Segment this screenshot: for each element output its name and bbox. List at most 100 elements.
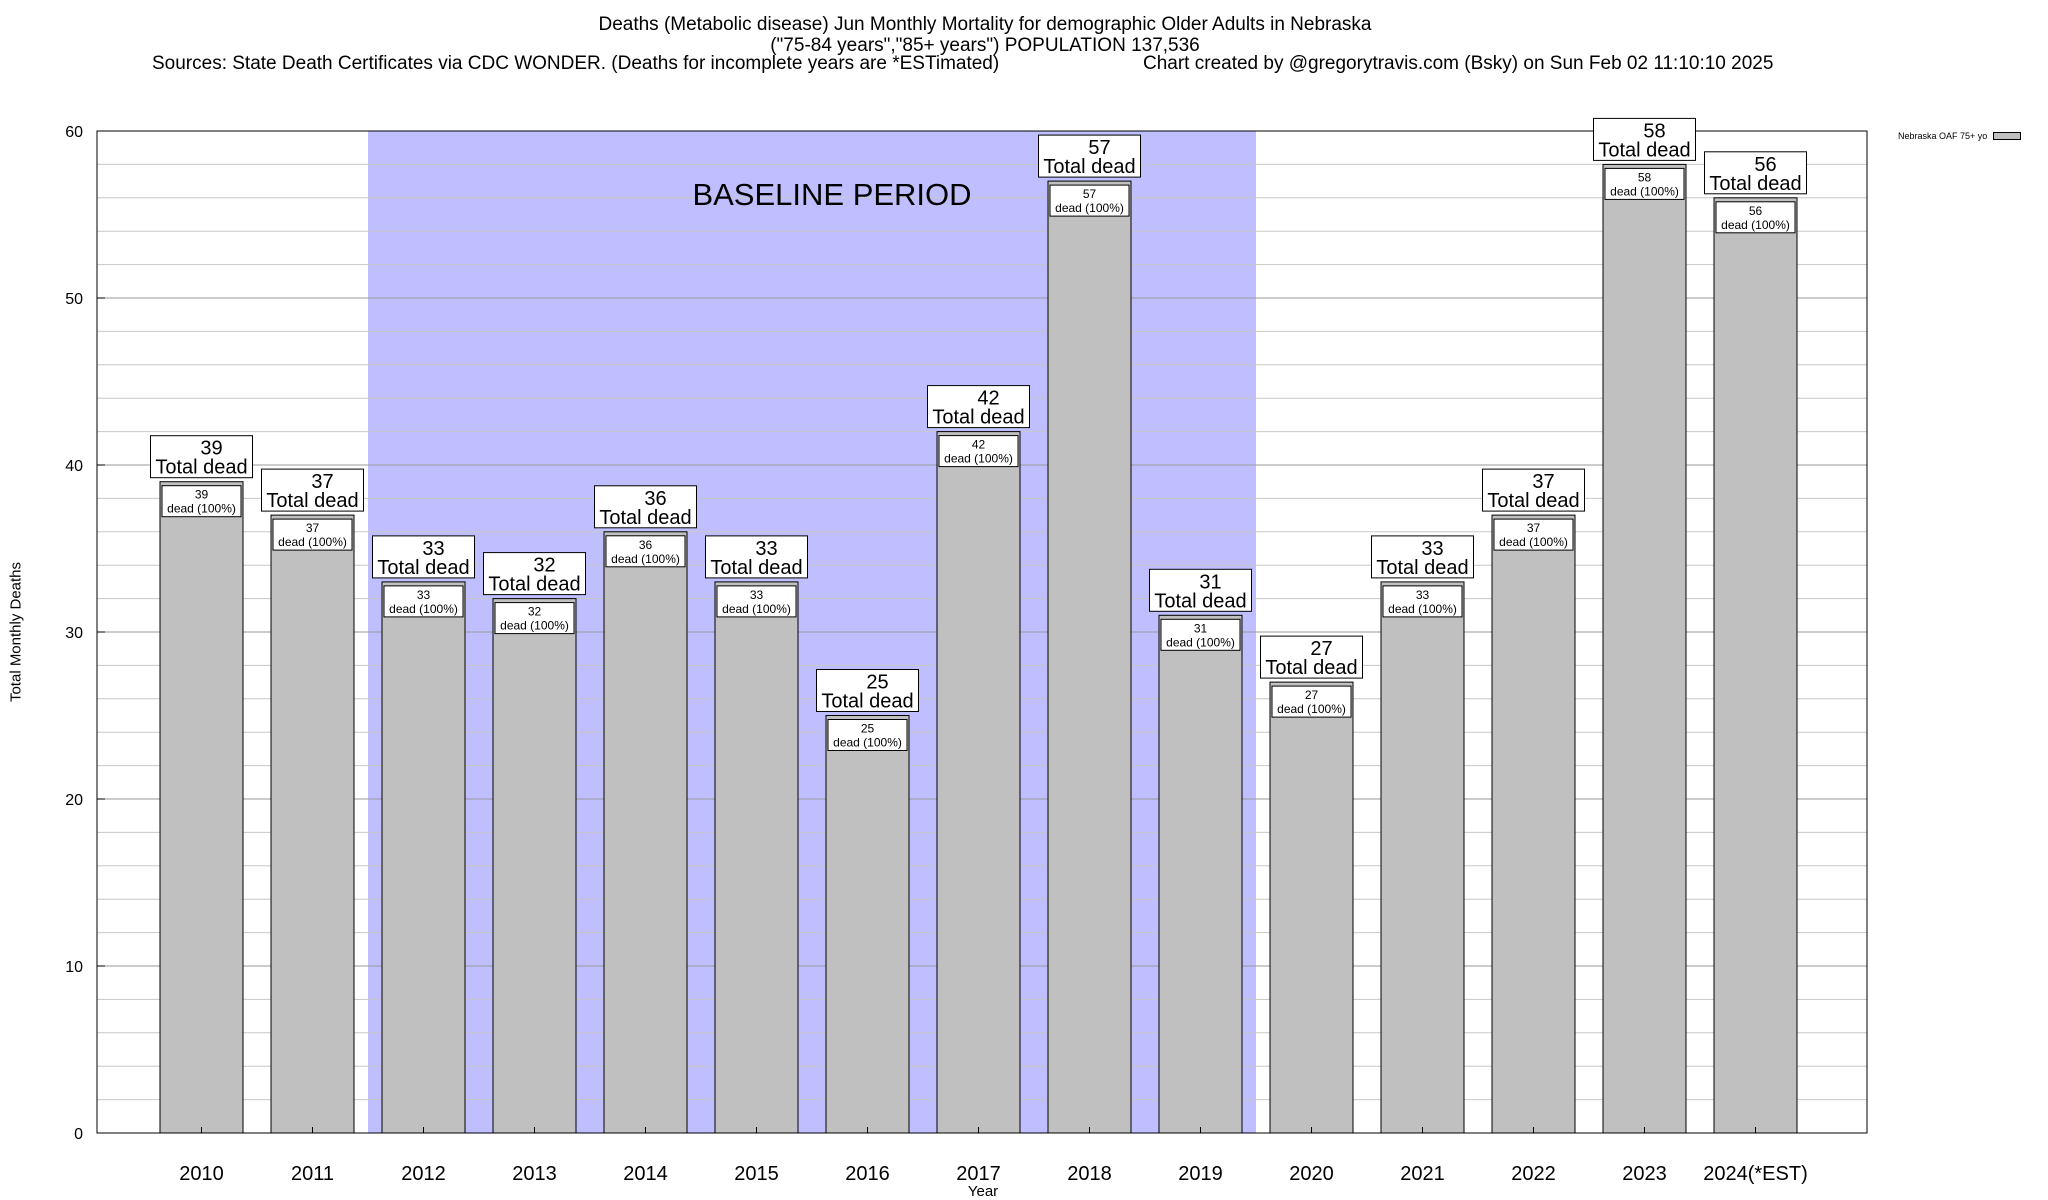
- bar-top-label-box: [1704, 151, 1807, 195]
- legend-swatch: [1993, 132, 2022, 140]
- sources-note: Sources: State Death Certificates via CD…: [152, 53, 1000, 74]
- bar-inner-label-box: [1382, 585, 1463, 618]
- bar-inner-percent: dead (100%): [1277, 702, 1346, 716]
- bar-inner-percent: dead (100%): [1499, 535, 1568, 549]
- bar-inner-percent: dead (100%): [500, 619, 569, 633]
- bar: [1491, 514, 1576, 1134]
- bar-top-value: 32: [533, 555, 555, 577]
- bar-inner-value: 33: [750, 588, 764, 602]
- bar-top-label-box: [816, 669, 919, 712]
- bar-top-total-label: Total dead: [1376, 557, 1468, 579]
- bar: [825, 715, 910, 1134]
- bar-inner-percent: dead (100%): [611, 552, 680, 566]
- bar-top-value: 27: [1310, 638, 1332, 660]
- bar-top-label-box: [372, 535, 475, 579]
- bar-inner-value: 31: [1194, 621, 1208, 635]
- x-tick-label: 2022: [1511, 1163, 1556, 1185]
- bar-inner-value: 32: [528, 605, 542, 619]
- y-tick-label: 30: [65, 625, 83, 642]
- bar: [1602, 163, 1687, 1134]
- bar-top-total-label: Total dead: [155, 457, 247, 479]
- legend-label: Nebraska OAF 75+ yo: [1898, 131, 1988, 141]
- bar-inner-label-box: [494, 602, 575, 635]
- bar: [1047, 180, 1132, 1134]
- bar: [270, 514, 355, 1134]
- bar-inner-value: 37: [306, 521, 320, 535]
- baseline-label: BASELINE PERIOD: [692, 177, 971, 212]
- bar-top-value: 33: [422, 538, 444, 560]
- bar-inner-value: 33: [417, 588, 431, 602]
- bar-inner-value: 25: [861, 722, 875, 736]
- bar-top-total-label: Total dead: [1265, 657, 1357, 679]
- bar-inner-percent: dead (100%): [1610, 184, 1679, 198]
- title-line-1: Deaths (Metabolic disease) Jun Monthly M…: [598, 14, 1372, 35]
- bar-inner-percent: dead (100%): [722, 602, 791, 616]
- bar-top-total-label: Total dead: [932, 407, 1024, 429]
- bar-inner-label-box: [827, 719, 908, 751]
- bar-top-label-box: [150, 435, 253, 479]
- x-tick-label: 2012: [401, 1163, 446, 1185]
- bar-top-value: 57: [1088, 137, 1110, 159]
- bar-top-label-box: [1038, 134, 1141, 178]
- bar-top-total-label: Total dead: [377, 557, 469, 579]
- bar-inner-label-box: [605, 535, 686, 568]
- bar-inner-value: 33: [1416, 588, 1430, 602]
- bar-top-value: 42: [977, 388, 999, 410]
- bar-top-label-box: [483, 552, 586, 596]
- bar-inner-label-box: [938, 435, 1019, 468]
- bar-top-value: 56: [1754, 154, 1776, 176]
- bar-inner-value: 27: [1305, 688, 1319, 702]
- bar: [492, 598, 577, 1134]
- x-tick-label: 2024(*EST): [1703, 1163, 1808, 1185]
- bar-top-label-box: [927, 385, 1030, 429]
- bar: [714, 581, 799, 1134]
- bar: [1713, 197, 1798, 1134]
- x-tick-label: 2014: [623, 1163, 668, 1185]
- bar-inner-label-box: [1715, 201, 1796, 234]
- y-tick-label: 60: [65, 124, 83, 141]
- chart-title: Deaths (Metabolic disease) Jun Monthly M…: [0, 14, 1970, 56]
- bar-inner-label-box: [272, 518, 353, 551]
- bar-inner-label-box: [161, 485, 242, 518]
- legend: Nebraska OAF 75+ yo: [1898, 131, 2022, 141]
- bar-inner-percent: dead (100%): [167, 502, 236, 516]
- bar-top-label-box: [594, 485, 697, 529]
- y-tick-label: 40: [65, 458, 83, 475]
- bar-top-value: 37: [1532, 471, 1554, 493]
- bar-top-label-box: [1482, 468, 1585, 512]
- bar-inner-label-box: [1271, 685, 1352, 718]
- bar-top-total-label: Total dead: [1487, 490, 1579, 512]
- x-tick-label: 2021: [1400, 1163, 1445, 1185]
- bar-top-total-label: Total dead: [488, 574, 580, 596]
- bar-inner-label-box: [1604, 167, 1685, 200]
- bar-inner-value: 57: [1083, 187, 1097, 201]
- bar-top-value: 31: [1199, 571, 1221, 593]
- bar-top-total-label: Total dead: [1043, 156, 1135, 178]
- bar-inner-percent: dead (100%): [389, 602, 458, 616]
- bar-top-total-label: Total dead: [1709, 173, 1801, 195]
- x-tick-label: 2011: [291, 1163, 334, 1185]
- bar-top-value: 25: [866, 672, 888, 694]
- bar-top-total-label: Total dead: [599, 507, 691, 529]
- bar: [1269, 681, 1354, 1134]
- bar-inner-label-box: [1049, 184, 1130, 217]
- bar-top-value: 36: [644, 488, 666, 510]
- x-tick-label: 2017: [956, 1163, 1001, 1185]
- title-line-2: ("75-84 years","85+ years") POPULATION 1…: [770, 35, 1200, 56]
- bar-top-label-box: [1593, 117, 1696, 161]
- bar-top-label-box: [1149, 568, 1252, 612]
- bar-inner-percent: dead (100%): [944, 452, 1013, 466]
- credit-note: Chart created by @gregorytravis.com (Bsk…: [1143, 53, 1774, 74]
- bar: [1380, 581, 1465, 1134]
- bar-inner-percent: dead (100%): [1166, 635, 1235, 649]
- bar-inner-value: 39: [195, 488, 209, 502]
- bar-top-total-label: Total dead: [821, 691, 913, 713]
- bar: [381, 581, 466, 1134]
- x-tick-label: 2023: [1622, 1163, 1667, 1185]
- bar-top-value: 58: [1643, 120, 1665, 142]
- bar-top-label-box: [1371, 535, 1474, 579]
- bar-inner-value: 56: [1749, 204, 1763, 218]
- bar-inner-label-box: [1160, 618, 1241, 651]
- bar-inner-label-box: [716, 585, 797, 618]
- bar: [936, 431, 1021, 1134]
